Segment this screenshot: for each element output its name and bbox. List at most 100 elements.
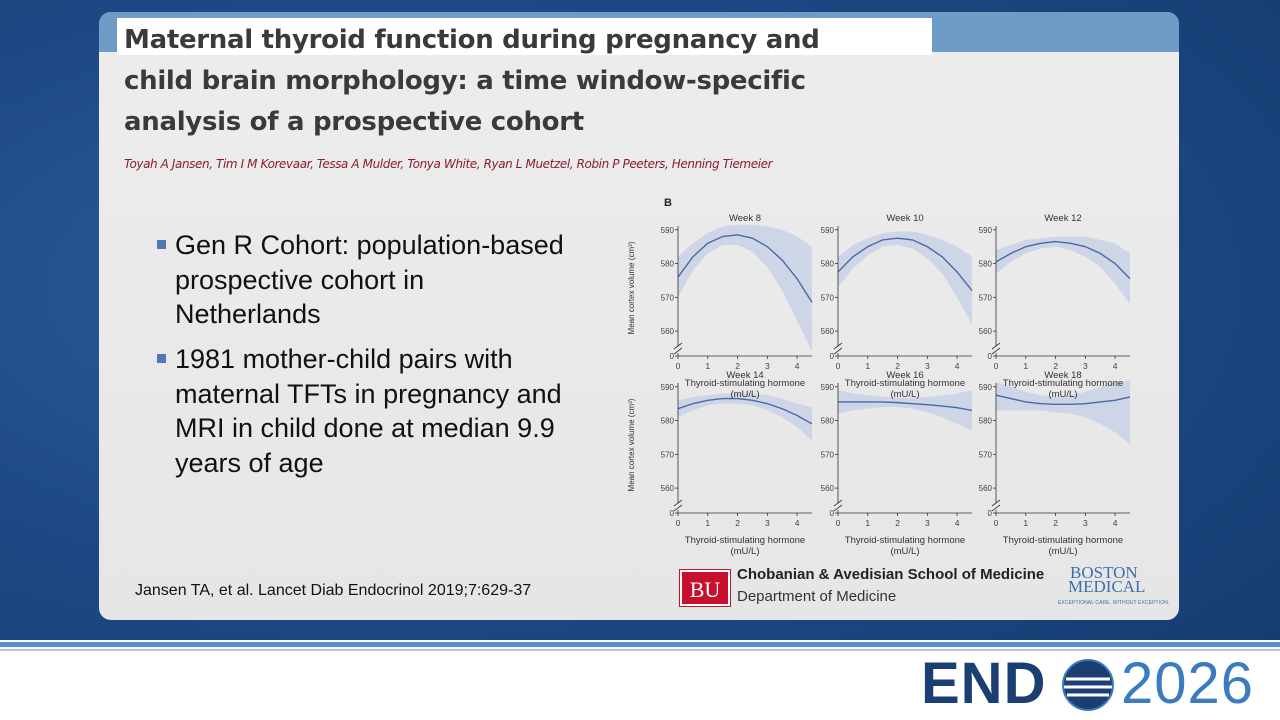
panel-title: Week 18 xyxy=(1044,370,1081,381)
paper-authors: Toyah A Jansen, Tim I M Korevaar, Tessa … xyxy=(124,157,773,171)
x-tick-label: 4 xyxy=(1113,361,1118,371)
x-tick-label: 1 xyxy=(865,518,870,528)
x-tick-label: 0 xyxy=(994,518,999,528)
fit-line xyxy=(995,240,1131,280)
globe-ring xyxy=(1062,659,1114,711)
footer-rule xyxy=(0,649,1280,651)
y-axis-label: Mean cortex volume (cm³) xyxy=(627,241,636,334)
x-tick-label: 4 xyxy=(795,518,800,528)
fit-line xyxy=(995,394,1131,406)
y-tick-label: 0 xyxy=(670,352,675,361)
x-tick-label: 3 xyxy=(1083,361,1088,371)
bullet-marker xyxy=(157,354,166,363)
y-tick-label: 590 xyxy=(661,383,675,392)
citation: Jansen TA, et al. Lancet Diab Endocrinol… xyxy=(135,582,532,599)
y-tick-label: 0 xyxy=(670,509,675,518)
figure-label: B xyxy=(664,197,672,209)
x-tick-label: 0 xyxy=(676,518,681,528)
y-tick-label: 590 xyxy=(979,383,993,392)
x-tick-label: 3 xyxy=(925,518,930,528)
x-tick-label: 1 xyxy=(865,361,870,371)
y-tick-label: 560 xyxy=(821,327,835,336)
school-name: Chobanian & Avedisian School of Medicine xyxy=(737,566,1045,583)
y-tick-label: 570 xyxy=(661,293,675,302)
y-tick-label: 580 xyxy=(979,260,993,269)
globe-stripes xyxy=(1064,677,1112,697)
bullet-marker xyxy=(157,240,166,249)
x-tick-label: 2 xyxy=(1053,518,1058,528)
x-tick-label: 0 xyxy=(836,518,841,528)
x-tick-label: 2 xyxy=(735,361,740,371)
x-axis-label: Thyroid-stimulating hormone (mU/L) xyxy=(684,535,806,557)
fit-line xyxy=(677,234,813,303)
bullet-text: Gen R Cohort: population-based prospecti… xyxy=(175,230,564,329)
x-tick-label: 2 xyxy=(895,518,900,528)
x-tick-label: 3 xyxy=(765,518,770,528)
y-tick-label: 580 xyxy=(821,417,835,426)
endo-logo-year: 2026 xyxy=(1121,651,1255,716)
bmc-tagline: EXCEPTIONAL CARE. WITHOUT EXCEPTION. xyxy=(1058,600,1170,606)
x-tick-label: 2 xyxy=(895,361,900,371)
department-name: Department of Medicine xyxy=(737,588,897,605)
confidence-band xyxy=(838,390,972,431)
axis-break xyxy=(833,342,843,355)
fit-line xyxy=(837,237,973,292)
slide-card xyxy=(99,12,1179,620)
y-tick-label: 580 xyxy=(661,417,675,426)
confidence-band xyxy=(678,224,812,352)
x-tick-label: 2 xyxy=(735,518,740,528)
y-tick-label: 570 xyxy=(821,293,835,302)
y-tick-label: 570 xyxy=(821,450,835,459)
x-tick-label: 3 xyxy=(765,361,770,371)
y-tick-label: 590 xyxy=(979,226,993,235)
y-tick-label: 580 xyxy=(821,260,835,269)
axis-break xyxy=(991,499,1001,512)
y-tick-label: 590 xyxy=(821,226,835,235)
x-tick-label: 4 xyxy=(955,518,960,528)
fit-line xyxy=(838,401,973,412)
x-tick-label: 2 xyxy=(1053,361,1058,371)
globe xyxy=(1063,660,1113,710)
x-tick-label: 1 xyxy=(1023,361,1028,371)
confidence-band xyxy=(996,236,1130,305)
x-axis-label: Thyroid-stimulating hormone (mU/L) xyxy=(684,378,806,400)
panel-title: Week 16 xyxy=(886,370,923,381)
bu-logo-mark: BU xyxy=(680,570,730,606)
bmc-logo-line: BOSTON xyxy=(1070,563,1138,582)
y-tick-label: 580 xyxy=(979,417,993,426)
x-tick-label: 4 xyxy=(955,361,960,371)
figure: B Week 8 0 560 570 580 590 0 1 2 3 4 Mean cortex vo… xyxy=(627,197,1131,528)
y-tick-label: 560 xyxy=(661,327,675,336)
x-tick-label: 0 xyxy=(836,361,841,371)
x-axis-label: Thyroid-stimulating hormone (mU/L) xyxy=(1002,535,1124,557)
y-tick-label: 580 xyxy=(661,260,675,269)
title-background xyxy=(117,18,932,55)
panel-title: Week 14 xyxy=(726,370,763,381)
y-tick-label: 590 xyxy=(661,226,675,235)
fit-line xyxy=(677,397,813,425)
confidence-band xyxy=(996,380,1130,445)
paper-title: Maternal thyroid function during pregnan… xyxy=(124,25,820,137)
y-tick-label: 560 xyxy=(979,484,993,493)
axis-break xyxy=(991,342,1001,355)
axis-break xyxy=(833,499,843,512)
x-tick-label: 1 xyxy=(1023,518,1028,528)
axis-break xyxy=(673,342,683,355)
y-tick-label: 560 xyxy=(661,484,675,493)
panel-title: Week 8 xyxy=(729,213,761,224)
y-tick-label: 570 xyxy=(661,450,675,459)
x-tick-label: 1 xyxy=(705,361,710,371)
confidence-band xyxy=(838,231,972,325)
x-axis-label: Thyroid-stimulating hormone (mU/L) xyxy=(844,378,966,400)
x-axis-label: Thyroid-stimulating hormone (mU/L) xyxy=(1002,378,1124,400)
y-tick-label: 590 xyxy=(821,383,835,392)
bullet-text: 1981 mother-child pairs with maternal TF… xyxy=(175,344,562,478)
y-tick-label: 0 xyxy=(830,352,835,361)
confidence-band xyxy=(678,393,812,441)
x-tick-label: 0 xyxy=(994,361,999,371)
x-axis-label: Thyroid-stimulating hormone (mU/L) xyxy=(844,535,966,557)
y-tick-label: 570 xyxy=(979,293,993,302)
footer-rule xyxy=(0,642,1280,647)
y-tick-label: 0 xyxy=(988,509,993,518)
